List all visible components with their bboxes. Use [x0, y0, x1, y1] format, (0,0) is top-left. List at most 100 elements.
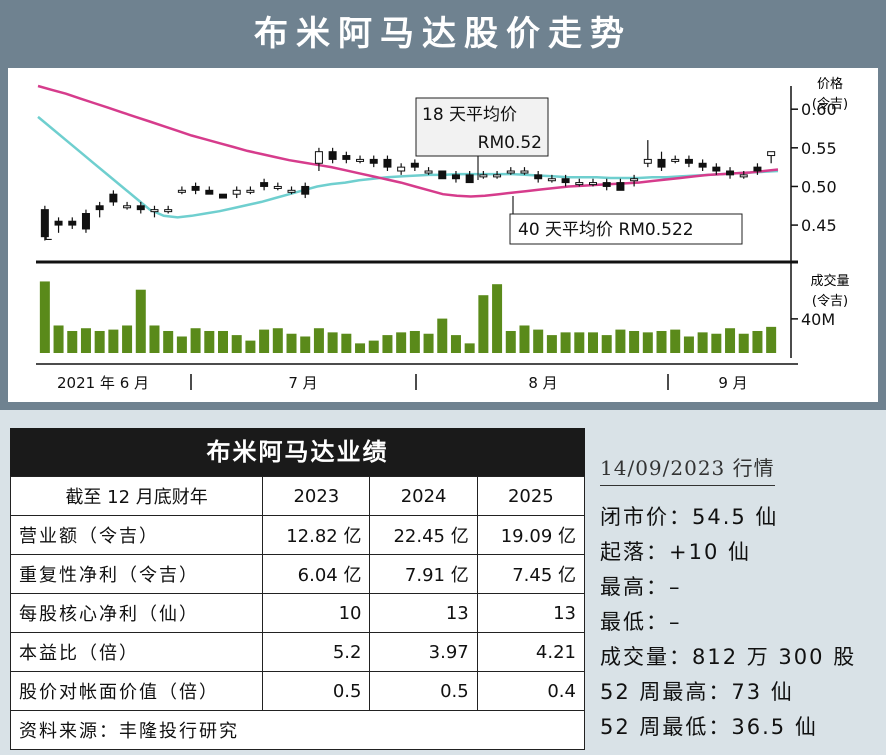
volume-bar: [409, 330, 420, 353]
table-header-cell: 2024: [369, 476, 478, 516]
volume-tick-label: 40M: [801, 310, 835, 329]
volume-bar: [39, 281, 50, 353]
volume-axis-label: 成交量: [810, 273, 849, 289]
market-row: 最高：–: [600, 575, 682, 599]
market-summary: 14/09/2023 行情 闭市价：54.5 仙起落：+10 仙最高：– 最低：–…: [600, 452, 880, 745]
volume-bar: [629, 330, 640, 353]
volume-bar: [615, 329, 626, 353]
source-row: 资料来源：丰隆投行研究: [10, 710, 585, 750]
candle-body: [369, 158, 378, 164]
candle-body: [219, 193, 227, 199]
volume-bar: [752, 330, 763, 353]
row-value: 0.4: [476, 671, 586, 711]
volume-bar: [670, 329, 681, 353]
candle-body: [383, 158, 392, 168]
volume-bar: [642, 332, 653, 353]
row-value: 0.5: [262, 671, 371, 711]
volume-bar: [204, 330, 215, 353]
volume-bar: [272, 328, 283, 353]
volume-bar: [683, 336, 694, 353]
price-axis-unit: (令吉): [812, 97, 848, 112]
row-value: 13: [476, 593, 586, 633]
volume-bar: [423, 333, 434, 353]
market-row: 成交量：812 万 300 股: [600, 645, 857, 669]
candle-body: [438, 170, 447, 180]
financials-table: 布米阿马达业绩 截至 12 月底财年 2023 2024 2025 营业额（令吉） 12.…: [9, 428, 586, 750]
volume-bar: [80, 328, 91, 353]
candle-body: [424, 170, 433, 174]
candle-body: [739, 174, 748, 178]
market-row: 52 周最高：73 仙: [600, 680, 794, 704]
table-row: 重复性净利（令吉） 6.04 亿 7.91 亿 7.45 亿: [9, 554, 586, 594]
ma18-line: [37, 115, 779, 219]
candle-body: [95, 205, 104, 211]
volume-bar: [656, 330, 667, 353]
candle-body: [81, 213, 90, 230]
market-row: 闭市价：54.5 仙: [600, 505, 779, 529]
volume-bar: [574, 332, 585, 353]
row-value: 13: [369, 593, 478, 633]
volume-axis-unit: (令吉): [812, 294, 848, 309]
row-label: 本益比（倍）: [9, 632, 264, 672]
volume-bar: [492, 284, 503, 353]
source-note: 资料来源：丰隆投行研究: [10, 710, 585, 750]
row-value: 3.97: [369, 632, 478, 672]
x-axis-label: 9 月: [718, 374, 747, 392]
candle-body: [698, 162, 707, 168]
price-tick-label: 0.55: [801, 139, 837, 158]
volume-bar: [546, 335, 557, 353]
row-label: 每股核心净利（仙）: [9, 593, 264, 633]
candle-body: [54, 220, 63, 226]
candle-body: [40, 209, 49, 238]
row-value: 10: [262, 593, 371, 633]
candle-body: [712, 166, 721, 172]
candle-body: [246, 189, 255, 193]
page-title: 布米阿马达股价走势: [254, 14, 632, 54]
table-row: 本益比（倍） 5.2 3.97 4.21: [9, 632, 586, 672]
candle-body: [561, 178, 570, 184]
candle-body: [547, 178, 556, 182]
candle-body: [328, 151, 337, 160]
price-tick-label: 0.60: [801, 100, 837, 119]
row-value: 22.45 亿: [369, 515, 478, 555]
row-value: 19.09 亿: [476, 515, 586, 555]
volume-bar: [231, 335, 242, 353]
volume-bar: [464, 343, 475, 353]
table-row: 营业额（令吉） 12.82 亿 22.45 亿 19.09 亿: [9, 515, 586, 555]
candle-body: [616, 182, 625, 191]
candle-body: [260, 182, 269, 187]
candle-body: [410, 162, 419, 168]
title-bar: 布米阿马达股价走势: [0, 0, 886, 68]
volume-bar: [327, 332, 338, 353]
candle-body: [273, 185, 282, 189]
volume-bar: [560, 332, 571, 353]
volume-bar: [533, 329, 544, 353]
financials-table-wrap: 布米阿马达业绩 截至 12 月底财年 2023 2024 2025 营业额（令吉） 12.…: [9, 428, 586, 750]
candle-body: [342, 155, 351, 160]
ma40-callout-label: 40 天平均价 RM0.522: [518, 220, 694, 240]
volume-bar: [245, 340, 256, 353]
volume-bar: [382, 335, 393, 353]
x-axis-label: 8 月: [528, 374, 557, 392]
candle-body: [479, 174, 488, 178]
volume-bar: [176, 336, 187, 353]
candle-body: [205, 189, 214, 195]
row-value: 6.04 亿: [262, 554, 371, 594]
volume-bar: [725, 328, 736, 353]
candle-body: [465, 174, 474, 184]
chart-marker-l: L: [44, 228, 52, 244]
volume-bar: [437, 318, 448, 353]
market-row: 最低：–: [600, 610, 682, 634]
market-row: 起落：+10 仙: [600, 540, 751, 564]
candle-body: [657, 158, 666, 168]
volume-bar: [450, 335, 461, 353]
candle-body: [150, 209, 159, 213]
volume-bar: [478, 295, 489, 353]
candle-body: [643, 158, 652, 164]
volume-bar: [368, 340, 379, 353]
candle-body: [314, 151, 323, 164]
candle-body: [520, 170, 529, 174]
candle-body: [506, 170, 515, 174]
row-value: 12.82 亿: [262, 515, 371, 555]
volume-bar: [122, 325, 133, 353]
